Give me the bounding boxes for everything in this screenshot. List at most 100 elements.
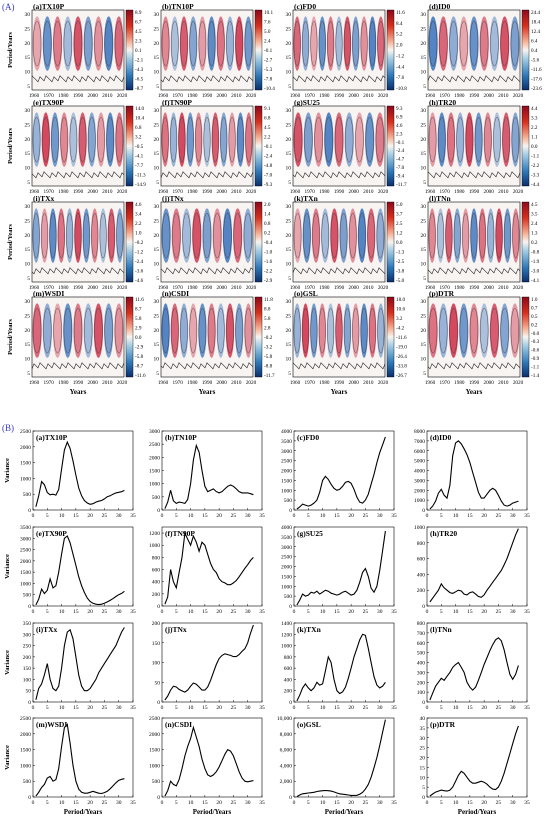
y-tick-label: 3000 [20,536,31,542]
cold-anomaly [170,16,179,71]
x-tick-label: 1980 [319,285,330,291]
warm-anomaly [478,208,487,263]
x-tick-label: 2020 [513,93,524,99]
colorbar-label: -2.2 [264,269,273,275]
x-tick-label: 1960 [425,285,436,291]
x-tick-label: 2010 [498,93,509,99]
y-tick-label: 2000 [281,565,292,571]
x-tick-label: 10 [188,800,194,806]
x-tick-label: 5 [307,705,310,711]
x-tick-label: 20 [216,513,222,519]
x-tick-label: 0 [293,609,296,615]
colorbar-label: -4.8 [264,163,273,169]
colorbar-label: 8.4 [396,21,403,27]
cold-anomaly [335,16,343,71]
warm-anomaly [351,303,360,358]
colorbar [386,296,395,378]
cold-anomaly [161,303,170,358]
x-tick-label: 1960 [158,285,169,291]
panel-title: (n)CSDI [165,720,192,729]
y-tick-label: 1000 [20,581,31,587]
x-tick-label: 2020 [513,285,524,291]
cold-anomaly [87,112,96,167]
x-tick-label: 5 [440,800,443,806]
colorbar-label: -1.4 [531,373,540,379]
colorbar-label: -7.0 [264,173,273,179]
y-tick-label: 500 [152,779,161,785]
y-axis-label: Period/Years [7,32,14,68]
colorbar [521,105,530,187]
warm-anomaly [32,303,42,358]
y-tick-label: 0 [289,604,292,610]
x-tick-label: 5 [307,609,310,615]
x-tick-label: 35 [259,513,265,519]
x-tick-label: 1990 [73,189,84,195]
x-tick-label: 30 [510,800,516,806]
cold-anomaly [448,16,459,71]
y-tick-label: 2500 [281,459,292,465]
colorbar-label: -5.8 [135,354,144,360]
y-tick-label: 2000 [414,488,425,494]
warm-anomaly [171,208,181,263]
x-tick-label: 30 [245,609,251,615]
y-axis-label: Variance [4,745,11,770]
colorbar [521,296,530,378]
panel-title: (h)TR20 [429,98,456,107]
x-tick-label: 0 [293,800,296,806]
x-tick-label: 35 [391,609,397,615]
y-tick-label: 30 [25,299,31,305]
y-tick-label: 30 [421,204,427,210]
warm-anomaly [178,112,186,167]
colorbar-label: -0.1 [264,144,273,150]
colorbar-label: 0.2 [531,240,538,246]
x-tick-label: 15 [202,800,208,806]
colorbar-label: -17.6 [531,77,542,83]
y-tick-label: 25 [25,122,31,128]
y-axis-label: Period/Years [7,224,14,260]
x-tick-label: 15 [334,705,340,711]
variance-panel: (j)TNx 0 50 100 150 200 0 5 10 15 20 25 30 35 [152,621,265,711]
y-tick-label: 50 [26,689,32,695]
variance-panel: (b)TN10P 0 500 1000 1500 2000 2500 3000 0 5 10 15 20… [149,429,265,519]
y-tick-label: 5000 [414,459,425,465]
y-tick-label: 30 [286,108,292,114]
x-tick-label: 2020 [378,380,389,386]
colorbar-label: -4.6 [135,278,144,284]
x-tick-label: 1960 [158,93,169,99]
x-tick-label: 0 [32,513,35,519]
panel-title: (d)ID0 [429,2,451,11]
y-tick-label: 1200 [149,531,160,537]
panel-title: (m)WSDI [33,289,64,298]
cold-anomaly [99,208,107,263]
colorbar-label: 1.0 [531,297,538,303]
y-tick-label: 500 [417,651,426,657]
x-tick-label: 2000 [216,93,227,99]
variance-line [429,637,519,701]
cold-anomaly [301,16,310,71]
y-tick-label: 20 [421,328,427,334]
cold-anomaly [479,303,489,358]
colorbar-label: 10.1 [264,10,273,16]
x-tick-label: 35 [130,609,136,615]
y-tick-label: 30 [154,204,160,210]
y-tick-label: 20 [420,756,426,762]
x-tick-label: 20 [348,800,354,806]
x-tick-label: 1970 [43,189,54,195]
colorbar-label: -11.6 [135,373,146,379]
y-tick-label: 10 [421,357,427,363]
y-tick-label: 10,000 [277,716,292,722]
y-tick-label: 0 [28,508,31,514]
x-tick-label: 1980 [454,285,465,291]
x-tick-label: 25 [496,800,502,806]
x-tick-label: 1990 [73,93,84,99]
y-tick-label: 200 [23,655,32,661]
panel-title: (j)TNx [165,625,187,634]
warm-anomaly [57,208,66,263]
panel-title: (m)WSDI [36,720,67,729]
y-tick-label: 10 [154,166,160,172]
panel-title: (i)TXx [33,194,54,203]
y-tick-label: 20 [25,137,31,143]
